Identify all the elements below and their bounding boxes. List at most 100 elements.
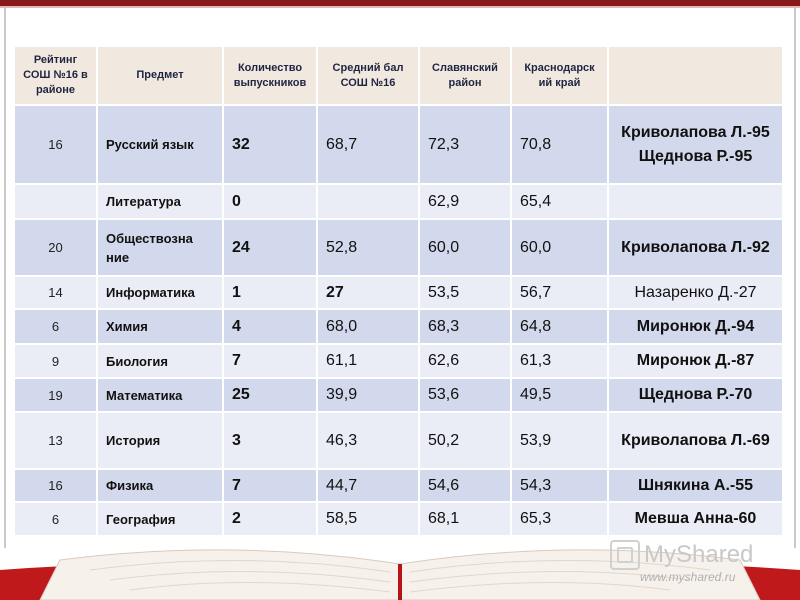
table-row: 20 Обществозна ние 24 52,8 60,0 60,0 Кри… <box>15 219 784 277</box>
row-count: 2 <box>223 502 318 537</box>
table-row: 9 Биология 7 61,1 62,6 61,3 Миронюк Д.-8… <box>15 344 784 379</box>
row-avg: 61,1 <box>317 344 420 379</box>
table-row: 6 География 2 58,5 68,1 65,3 Мевша Анна-… <box>15 502 784 537</box>
row-subject: Химия <box>97 309 224 345</box>
row-count: 25 <box>223 378 318 413</box>
row-slav: 54,6 <box>419 469 512 503</box>
row-slav: 50,2 <box>419 412 512 470</box>
table-row: 13 История 3 46,3 50,2 53,9 Криволапова … <box>15 412 784 470</box>
row-best: Криволапова Л.-92 <box>608 219 784 277</box>
row-avg: 68,7 <box>317 105 420 185</box>
row-krai: 49,5 <box>511 378 609 413</box>
row-rank: 6 <box>15 502 98 537</box>
slide-top-border-accent <box>0 6 800 8</box>
row-avg <box>317 184 420 220</box>
row-krai: 64,8 <box>511 309 609 345</box>
row-krai: 60,0 <box>511 219 609 277</box>
myshared-watermark: MyShared <box>610 540 753 570</box>
row-krai: 70,8 <box>511 105 609 185</box>
row-best <box>608 184 784 220</box>
row-slav: 53,6 <box>419 378 512 413</box>
row-slav: 62,9 <box>419 184 512 220</box>
row-subject: Информатика <box>97 276 224 310</box>
row-slav: 62,6 <box>419 344 512 379</box>
table-row: 16 Русский язык 32 68,7 72,3 70,8 Кривол… <box>15 105 784 185</box>
header-krai: Краснодарск ий край <box>511 47 609 106</box>
row-count: 32 <box>223 105 318 185</box>
row-count: 4 <box>223 309 318 345</box>
row-best: Миронюк Д.-94 <box>608 309 784 345</box>
row-rank: 19 <box>15 378 98 413</box>
slide-top-border <box>0 0 800 6</box>
row-slav: 68,1 <box>419 502 512 537</box>
row-slav: 53,5 <box>419 276 512 310</box>
row-best: Шнякина А.-55 <box>608 469 784 503</box>
row-krai: 65,4 <box>511 184 609 220</box>
row-avg: 46,3 <box>317 412 420 470</box>
header-subject: Предмет <box>97 47 224 106</box>
row-rank: 9 <box>15 344 98 379</box>
row-krai: 56,7 <box>511 276 609 310</box>
row-best: Мевша Анна-60 <box>608 502 784 537</box>
row-rank <box>15 184 98 220</box>
table-row: 19 Математика 25 39,9 53,6 49,5 Щеднова … <box>15 378 784 413</box>
header-avg: Средний бал СОШ №16 <box>317 47 420 106</box>
row-best: Назаренко Д.-27 <box>608 276 784 310</box>
row-subject: География <box>97 502 224 537</box>
row-best: Криволапова Л.-95 Щеднова Р.-95 <box>608 105 784 185</box>
row-avg: 58,5 <box>317 502 420 537</box>
table-header-row: Рейтинг СОШ №16 в районе Предмет Количес… <box>15 47 784 106</box>
book-right-page-lines <box>409 560 711 593</box>
row-krai: 54,3 <box>511 469 609 503</box>
row-count: 0 <box>223 184 318 220</box>
row-avg: 44,7 <box>317 469 420 503</box>
row-slav: 68,3 <box>419 309 512 345</box>
row-rank: 16 <box>15 105 98 185</box>
table-row: Литература 0 62,9 65,4 <box>15 184 784 220</box>
row-count: 7 <box>223 344 318 379</box>
header-rating: Рейтинг СОШ №16 в районе <box>15 47 98 106</box>
row-rank: 6 <box>15 309 98 345</box>
book-spine <box>398 564 402 600</box>
table-row: 6 Химия 4 68,0 68,3 64,8 Миронюк Д.-94 <box>15 309 784 345</box>
row-subject: Физика <box>97 469 224 503</box>
row-rank: 16 <box>15 469 98 503</box>
book-right-page <box>399 549 761 600</box>
book-left-page <box>39 549 401 600</box>
row-subject: История <box>97 412 224 470</box>
row-best: Криволапова Л.-69 <box>608 412 784 470</box>
watermark-url: www.myshared.ru <box>640 570 736 584</box>
row-subject: Математика <box>97 378 224 413</box>
row-subject: Обществозна ние <box>97 219 224 277</box>
header-count: Количество выпускников <box>223 47 318 106</box>
table-row: 16 Физика 7 44,7 54,6 54,3 Шнякина А.-55 <box>15 469 784 503</box>
row-rank: 13 <box>15 412 98 470</box>
row-avg: 52,8 <box>317 219 420 277</box>
header-slav: Славянский район <box>419 47 512 106</box>
row-count: 24 <box>223 219 318 277</box>
book-left-page-lines <box>89 560 391 593</box>
row-best: Щеднова Р.-70 <box>608 378 784 413</box>
row-count: 7 <box>223 469 318 503</box>
row-avg: 39,9 <box>317 378 420 413</box>
row-subject: Биология <box>97 344 224 379</box>
row-krai: 53,9 <box>511 412 609 470</box>
row-avg: 68,0 <box>317 309 420 345</box>
row-rank: 20 <box>15 219 98 277</box>
slide-right-border <box>794 8 796 548</box>
open-book-decoration <box>0 549 800 600</box>
row-count: 1 <box>223 276 318 310</box>
row-krai: 65,3 <box>511 502 609 537</box>
row-subject: Русский язык <box>97 105 224 185</box>
slide-left-border <box>4 8 6 548</box>
row-count: 3 <box>223 412 318 470</box>
header-best <box>608 47 784 106</box>
row-best: Миронюк Д.-87 <box>608 344 784 379</box>
row-slav: 60,0 <box>419 219 512 277</box>
watermark-brand: MyShared <box>644 541 754 568</box>
row-subject: Литература <box>97 184 224 220</box>
table-row: 14 Информатика 1 27 53,5 56,7 Назаренко … <box>15 276 784 310</box>
row-rank: 14 <box>15 276 98 310</box>
results-table: Рейтинг СОШ №16 в районе Предмет Количес… <box>15 47 784 537</box>
row-avg: 27 <box>317 276 420 310</box>
